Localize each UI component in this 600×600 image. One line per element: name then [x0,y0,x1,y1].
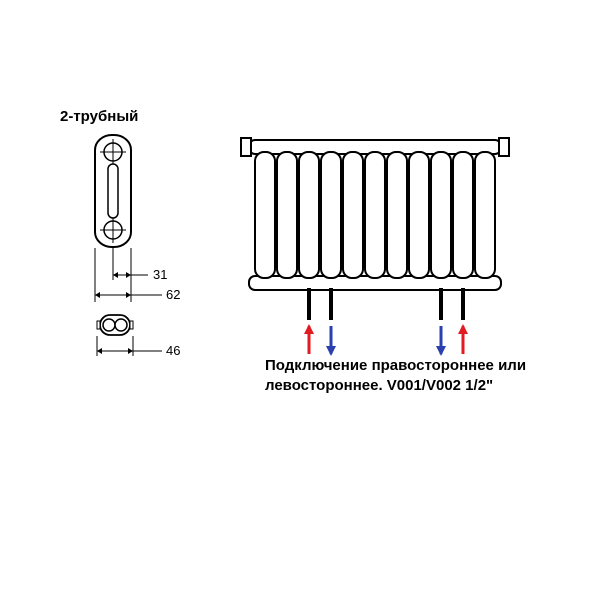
diagram-canvas: 2-трубный [0,0,600,600]
dim-31: 31 [153,267,167,282]
caption-line1: Подключение правостороннее или [265,357,526,374]
type-label: 2-трубный [60,108,138,125]
connection-caption: Подключение правостороннее или левосторо… [265,356,526,397]
caption-line2: левостороннее. V001/V002 1/2" [265,377,493,394]
left-section-drawing [50,130,220,390]
dim-46: 46 [166,343,180,358]
radiator-drawing [240,130,560,380]
dim-62: 62 [166,287,180,302]
